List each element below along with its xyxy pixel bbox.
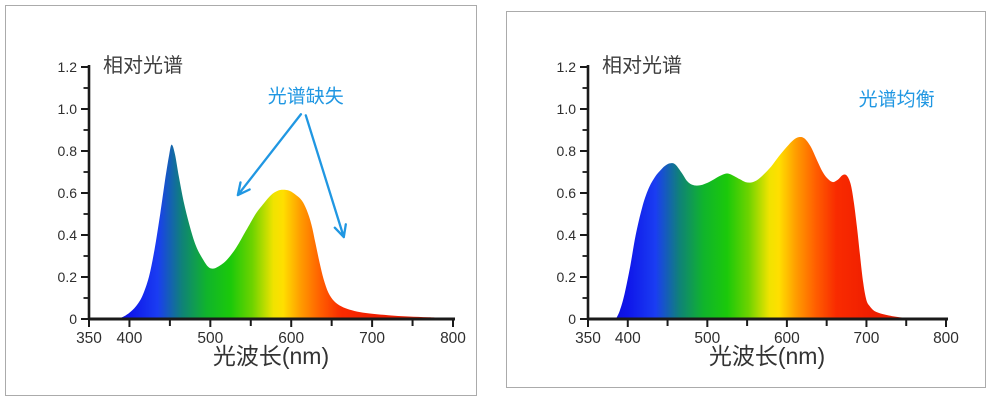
svg-text:0.2: 0.2 xyxy=(58,269,78,285)
axes xyxy=(580,65,948,327)
svg-text:0.2: 0.2 xyxy=(557,269,577,285)
svg-text:600: 600 xyxy=(278,330,304,347)
x-axis-label: 光波长(nm) xyxy=(709,343,825,369)
svg-text:350: 350 xyxy=(76,330,102,347)
svg-text:1.0: 1.0 xyxy=(557,101,577,117)
y-tick-labels: 0 0.2 0.4 0.6 0.8 1.0 1.2 xyxy=(557,59,577,327)
svg-text:0: 0 xyxy=(568,311,576,327)
svg-text:700: 700 xyxy=(854,330,880,347)
svg-text:0: 0 xyxy=(69,311,77,327)
chart-title: 相对光谱 xyxy=(103,54,183,77)
svg-text:800: 800 xyxy=(440,330,466,347)
annotation-text: 光谱缺失 xyxy=(268,85,344,107)
svg-text:500: 500 xyxy=(694,330,720,347)
chart-panel-0: 350 400 500 600 700 800 0 0.2 0.4 0.6 0.8 1.0 1.2 相对光… xyxy=(58,54,467,369)
chart-panel-1: 350 400 500 600 700 800 0 0.2 0.4 0.6 0.8 1.0 1.2 相对光… xyxy=(557,54,960,369)
axes xyxy=(81,65,455,327)
svg-text:800: 800 xyxy=(933,330,959,347)
svg-text:1.0: 1.0 xyxy=(58,101,78,117)
annotation-text: 光谱均衡 xyxy=(859,89,935,111)
svg-text:600: 600 xyxy=(774,330,800,347)
svg-text:1.2: 1.2 xyxy=(58,59,78,75)
x-axis-label: 光波长(nm) xyxy=(213,343,329,369)
svg-text:500: 500 xyxy=(197,330,223,347)
svg-text:0.6: 0.6 xyxy=(58,185,78,201)
svg-text:0.8: 0.8 xyxy=(557,143,577,159)
svg-text:700: 700 xyxy=(359,330,385,347)
spectrum-area xyxy=(115,144,453,319)
svg-text:0.4: 0.4 xyxy=(557,227,577,243)
x-tick-labels: 350 400 500 600 700 800 xyxy=(575,330,959,347)
svg-text:1.2: 1.2 xyxy=(557,59,577,75)
x-tick-labels: 350 400 500 600 700 800 xyxy=(76,330,466,347)
svg-text:0.4: 0.4 xyxy=(58,227,78,243)
svg-text:400: 400 xyxy=(117,330,143,347)
annotation-arrow xyxy=(236,113,303,197)
svg-text:0.8: 0.8 xyxy=(58,143,78,159)
svg-text:0.6: 0.6 xyxy=(557,185,577,201)
svg-text:350: 350 xyxy=(575,330,601,347)
svg-text:400: 400 xyxy=(615,330,641,347)
annotation-arrow xyxy=(304,114,347,239)
chart-title: 相对光谱 xyxy=(602,54,682,77)
panel-spectrum-missing xyxy=(5,5,477,396)
y-tick-labels: 0 0.2 0.4 0.6 0.8 1.0 1.2 xyxy=(58,59,78,327)
spectrum-area xyxy=(615,136,921,319)
